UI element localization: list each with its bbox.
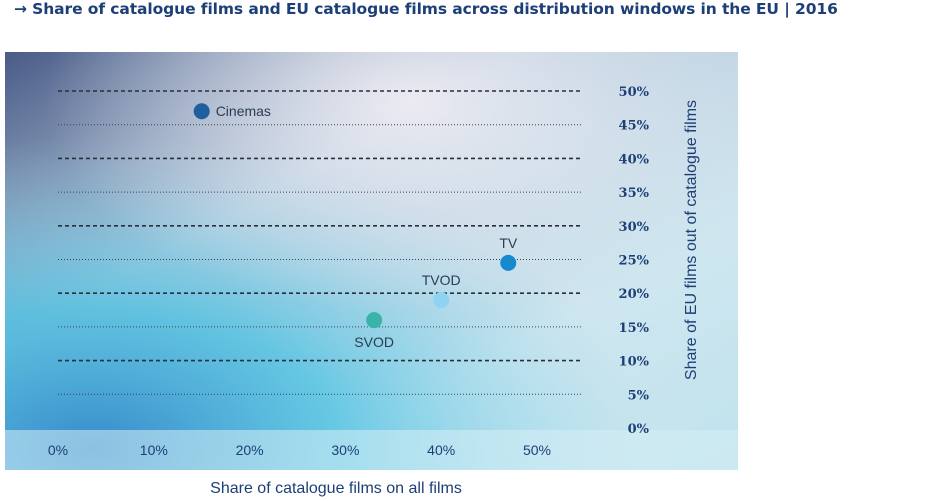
data-label-svod: SVOD xyxy=(354,334,394,350)
data-label-tvod: TVOD xyxy=(422,272,461,288)
data-point-tv xyxy=(500,254,517,271)
data-points: Cinemas TV TVOD SVOD xyxy=(193,103,518,350)
x-tick-label: 40% xyxy=(427,442,455,458)
x-tick-label: 20% xyxy=(236,442,264,458)
data-point-svod xyxy=(366,312,383,329)
y-tick-label: 40% xyxy=(619,152,650,167)
y-tick-label: 35% xyxy=(619,186,650,201)
x-axis-title: Share of catalogue films on all films xyxy=(210,480,462,497)
y-tick-label: 0% xyxy=(628,422,650,437)
chart-title: → Share of catalogue films and EU catalo… xyxy=(14,0,838,18)
data-label-tv: TV xyxy=(499,235,518,251)
y-tick-label: 15% xyxy=(619,321,650,336)
gridlines xyxy=(58,90,582,395)
x-tick-label: 30% xyxy=(331,442,359,458)
x-tick-label: 50% xyxy=(523,442,551,458)
data-label-cinemas: Cinemas xyxy=(216,103,271,119)
y-tick-label: 25% xyxy=(619,254,650,269)
y-tick-label: 10% xyxy=(619,355,650,370)
plot-background xyxy=(5,52,738,470)
y-tick-label: 20% xyxy=(619,287,650,302)
data-point-tvod xyxy=(433,291,450,308)
data-point-cinemas xyxy=(193,103,210,120)
y-tick-label: 30% xyxy=(619,220,650,235)
x-axis-ticks: 0% 10% 20% 30% 40% 50% xyxy=(48,442,551,458)
y-axis-title: Share of EU films out of catalogue films xyxy=(683,100,700,380)
y-tick-label: 50% xyxy=(619,85,650,100)
x-tick-label: 10% xyxy=(140,442,168,458)
y-tick-label: 5% xyxy=(628,388,650,403)
y-tick-label: 45% xyxy=(619,119,650,134)
x-tick-label: 0% xyxy=(48,442,68,458)
y-axis-ticks: 0% 5% 10% 15% 20% 25% 30% 35% 40% 45% 50% xyxy=(619,85,650,437)
